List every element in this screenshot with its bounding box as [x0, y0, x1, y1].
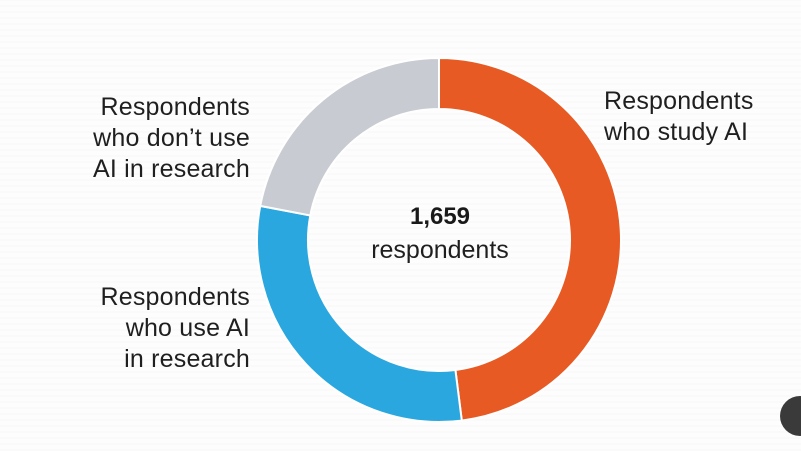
slice-label-use-ai: Respondents who use AI in research [100, 283, 250, 373]
donut-slices [256, 56, 622, 423]
donut-slice-use-ai [256, 204, 463, 423]
slice-label-dont-use-ai: Respondents who don’t use AI in research [92, 93, 250, 183]
center-total-count: 1,659 [409, 203, 471, 230]
donut-slice-dont-use-ai [259, 56, 440, 217]
slice-label-study-ai: Respondents who study AI [604, 87, 754, 146]
center-total-label: respondents [371, 236, 509, 264]
corner-dark-shape [780, 396, 801, 436]
donut-slice-study-ai [438, 56, 622, 422]
